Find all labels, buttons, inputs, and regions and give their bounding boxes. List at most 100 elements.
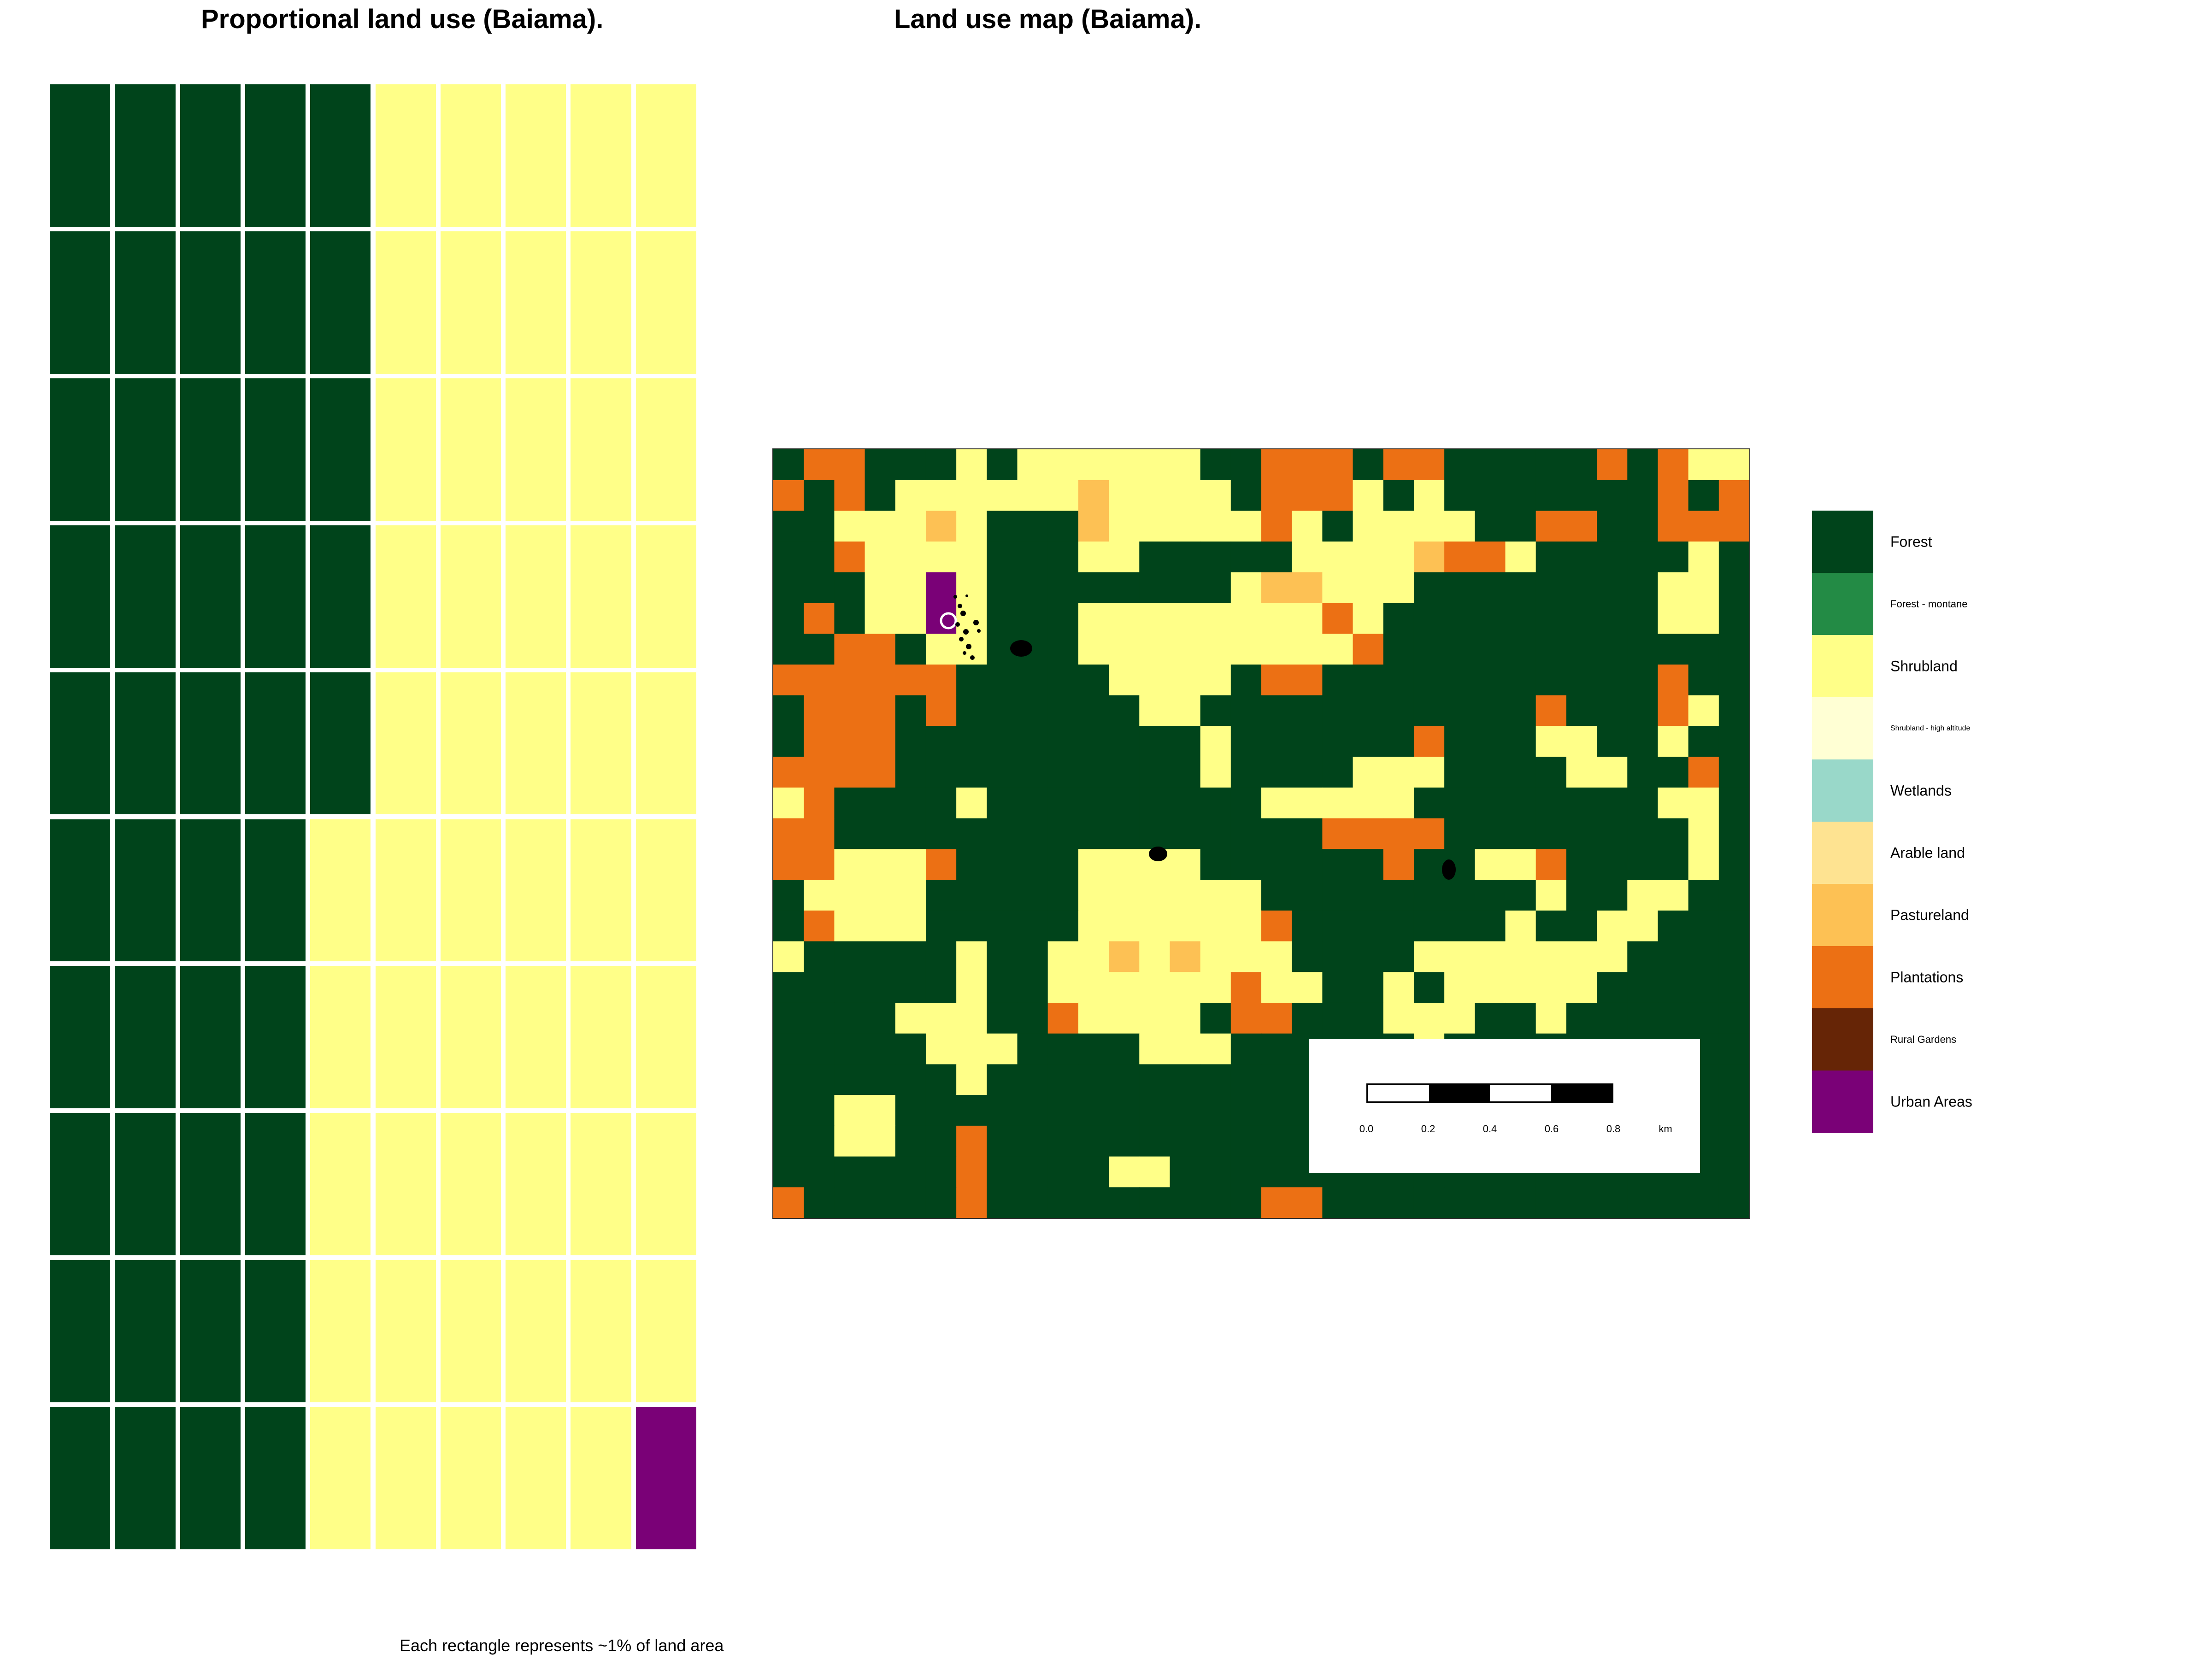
map-cell-forest (1139, 757, 1171, 788)
map-cell-forest (804, 1002, 835, 1034)
waffle-cell (245, 525, 306, 668)
map-cell-shrubland (1383, 787, 1414, 819)
map-cell-shrubland (1566, 972, 1597, 1003)
map-cell-forest (773, 880, 804, 911)
map-cell-forest (773, 1033, 804, 1065)
map-cell-forest (1170, 1187, 1201, 1218)
waffle-cell (180, 84, 241, 227)
waffle-cell (50, 1260, 111, 1403)
map-cell-forest (1047, 1095, 1079, 1126)
map-cell-plantation (925, 695, 957, 727)
waffle-cell (50, 84, 111, 227)
waffle-cell (180, 672, 241, 815)
map-cell-pastureland (1078, 511, 1109, 542)
map-cell-forest (1688, 880, 1719, 911)
map-cell-plantation (1658, 449, 1689, 481)
map-cell-shrubland (1230, 880, 1262, 911)
map-cell-forest (1718, 1156, 1749, 1188)
map-cell-forest (1230, 849, 1262, 880)
map-cell-forest (1109, 1095, 1140, 1126)
map-cell-forest (1292, 941, 1323, 972)
map-cell-shrubland (1353, 511, 1384, 542)
map-cell-shrubland (1505, 941, 1536, 972)
map-cell-forest (1627, 665, 1659, 696)
map-cell-forest (1627, 818, 1659, 849)
map-cell-forest (1444, 880, 1475, 911)
map-cell-forest (1475, 880, 1506, 911)
map-cell-forest (1200, 572, 1231, 604)
map-cell-forest (1718, 603, 1749, 634)
map-cell-forest (1017, 1064, 1048, 1095)
map-cell-forest (987, 1064, 1018, 1095)
map-cell-shrubland (1200, 1033, 1231, 1065)
map-cell-forest (895, 972, 926, 1003)
waffle-cell (245, 1260, 306, 1403)
map-cell-forest (987, 972, 1018, 1003)
map-cell-plantation (1322, 480, 1353, 512)
map-cell-forest (1170, 1156, 1201, 1188)
map-cell-forest (1292, 726, 1323, 757)
map-cell-shrubland (1292, 511, 1323, 542)
map-cell-forest (956, 910, 987, 942)
map-cell-shrubland (1627, 910, 1659, 942)
map-cell-shrubland (865, 880, 896, 911)
map-cell-forest (1078, 1156, 1109, 1188)
map-cell-forest (1200, 541, 1231, 573)
map-cell-plantation (1566, 511, 1597, 542)
legend-item: Wetlands (1812, 759, 1996, 822)
map-cell-forest (1505, 787, 1536, 819)
scale-tick-label: 0.8 (1606, 1123, 1621, 1135)
map-cell-forest (1383, 480, 1414, 512)
map-cell-forest (1261, 695, 1292, 727)
legend-label: Forest (1890, 533, 1932, 550)
map-cell-forest (1718, 787, 1749, 819)
map-cell-forest (925, 941, 957, 972)
map-cell-forest (1078, 695, 1109, 727)
map-cell-forest (1017, 603, 1048, 634)
map-cell-plantation (1597, 449, 1628, 481)
map-cell-shrubland (956, 480, 987, 512)
map-cell-shrubland (773, 787, 804, 819)
map-cell-shrubland (1047, 941, 1079, 972)
map-cell-shrubland (1200, 757, 1231, 788)
map-cell-shrubland (1566, 941, 1597, 972)
scale-segment (1429, 1085, 1490, 1101)
map-cell-shrubland (1139, 665, 1171, 696)
waffle-cell (571, 672, 631, 815)
map-cell-forest (1109, 1187, 1140, 1218)
map-cell-forest (1718, 695, 1749, 727)
map-cell-shrubland (1383, 511, 1414, 542)
map-cell-forest (1688, 941, 1719, 972)
map-cell-forest (1718, 1125, 1749, 1157)
map-cell-shrubland (1475, 972, 1506, 1003)
map-cell-forest (1718, 757, 1749, 788)
waffle-cell (245, 819, 306, 962)
map-cell-forest (1627, 1187, 1659, 1218)
waffle-cell (180, 1407, 241, 1549)
map-cell-urban (925, 572, 957, 604)
map-cell-shrubland (865, 603, 896, 634)
waffle-cell (506, 1407, 566, 1549)
waffle-cell (635, 819, 696, 962)
map-cell-forest (1505, 726, 1536, 757)
map-cell-shrubland (1078, 1002, 1109, 1034)
map-cell-plantation (1535, 511, 1567, 542)
map-cell-shrubland (1017, 480, 1048, 512)
map-cell-forest (1718, 849, 1749, 880)
map-cell-plantation (1688, 511, 1719, 542)
map-cell-shrubland (1139, 695, 1171, 727)
waffle-cell (310, 378, 371, 521)
map-cell-forest (1200, 695, 1231, 727)
map-cell-forest (1688, 972, 1719, 1003)
map-cell-pastureland (1292, 572, 1323, 604)
map-cell-shrubland (1566, 726, 1597, 757)
map-cell-forest (1627, 972, 1659, 1003)
map-cell-forest (1322, 941, 1353, 972)
waffle-cell (571, 819, 631, 962)
map-cell-plantation (1658, 695, 1689, 727)
map-cell-forest (865, 972, 896, 1003)
waffle-cell (635, 84, 696, 227)
map-cell-forest (1688, 1187, 1719, 1218)
map-cell-shrubland (1170, 695, 1201, 727)
map-cell-plantation (956, 1187, 987, 1218)
